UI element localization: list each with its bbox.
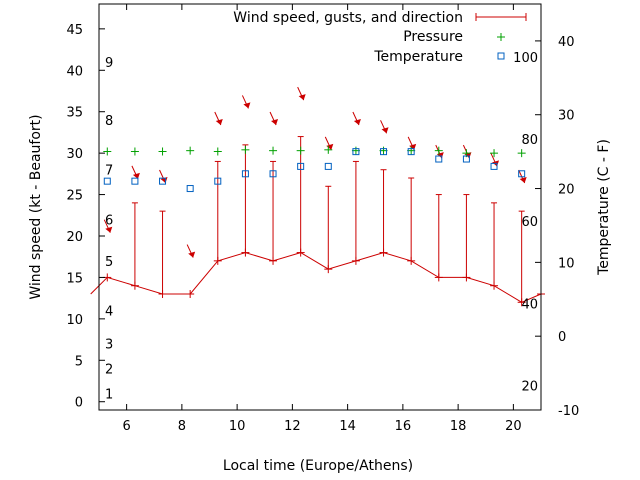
- x-tick-label: 12: [284, 419, 301, 434]
- temperature-point: [380, 148, 388, 156]
- fahrenheit-label: 60: [521, 215, 538, 230]
- wind-direction-arrowhead: [271, 119, 279, 125]
- temperature-point: [518, 170, 526, 178]
- y2-tick-label: 20: [558, 183, 575, 198]
- x-tick-label: 8: [178, 419, 186, 434]
- y2-tick-label: -10: [558, 404, 579, 419]
- wind-direction-arrowhead: [519, 177, 527, 183]
- x-tick-label: 14: [339, 419, 356, 434]
- legend-marker-temperature: [497, 52, 505, 60]
- legend: Wind speed, gusts, and direction Pressur…: [233, 10, 527, 65]
- temperature-point: [214, 177, 222, 185]
- temperature-point: [352, 148, 360, 156]
- beaufort-label: 3: [105, 338, 113, 353]
- y-tick-label: 15: [66, 271, 83, 286]
- x-tick-label: 16: [395, 419, 412, 434]
- temperature-point: [159, 177, 167, 185]
- beaufort-label: 6: [105, 213, 113, 228]
- beaufort-label: 1: [105, 387, 113, 402]
- wind-direction-arrowhead: [298, 94, 306, 101]
- temperature-point: [435, 155, 443, 163]
- x-tick-label: 20: [505, 419, 522, 434]
- beaufort-label: 2: [105, 363, 113, 378]
- wind-speed-line: [90, 252, 542, 303]
- fahrenheit-label: 40: [521, 298, 538, 313]
- y-tick-label: 30: [66, 147, 83, 162]
- temperature-point: [407, 148, 415, 156]
- axes: 6 8 10 12 14 16 18 20051015202530354045-1001020…: [66, 4, 579, 434]
- legend-label-pressure: Pressure: [403, 29, 463, 45]
- x-tick-label: 6: [122, 419, 130, 434]
- wind-direction-arrowhead: [188, 251, 196, 258]
- x-tick-label: 10: [229, 419, 246, 434]
- y2-tick-label: 10: [558, 256, 575, 271]
- y-tick-label: 0: [75, 396, 83, 411]
- plot-content: [90, 86, 545, 307]
- temperature-point: [186, 185, 194, 193]
- fahrenheit-label: 20: [521, 380, 538, 395]
- wind-direction-arrowhead: [132, 172, 140, 179]
- x-axis-label: Local time (Europe/Athens): [223, 458, 413, 474]
- wind-direction-arrowhead: [243, 102, 251, 109]
- legend-marker-pressure: [497, 33, 505, 41]
- y-tick-label: 45: [66, 23, 83, 38]
- temperature-point: [131, 177, 139, 185]
- y-axis-label: Wind speed (kt - Beaufort): [28, 114, 44, 299]
- wind-direction-arrowhead: [215, 119, 223, 125]
- y-tick-label: 10: [66, 313, 83, 328]
- temperature-point: [297, 162, 305, 170]
- legend-label-wind: Wind speed, gusts, and direction: [233, 10, 463, 26]
- y-tick-label: 25: [66, 189, 83, 204]
- temperature-point: [269, 170, 277, 178]
- y2-axis-label: Temperature (C - F): [596, 139, 612, 276]
- y-tick-label: 5: [75, 354, 83, 369]
- temperature-point: [324, 162, 332, 170]
- beaufort-label: 9: [105, 56, 113, 71]
- wind-direction-arrowhead: [326, 143, 334, 150]
- temperature-point: [490, 162, 498, 170]
- legend-label-temperature: Temperature: [373, 49, 463, 65]
- beaufort-label: 5: [105, 255, 113, 270]
- wind-direction-arrowhead: [353, 119, 361, 125]
- y-tick-label: 35: [66, 106, 83, 121]
- y2-tick-label: 40: [558, 35, 575, 50]
- temperature-point: [462, 155, 470, 163]
- y2-tick-label: 0: [558, 330, 566, 345]
- wind-direction-arrowhead: [381, 127, 389, 134]
- wind-direction-arrowhead: [105, 226, 113, 233]
- beaufort-label: 7: [105, 164, 113, 179]
- x-tick-label: 18: [450, 419, 467, 434]
- beaufort-label: 8: [105, 114, 113, 129]
- temperature-point: [241, 170, 249, 178]
- fahrenheit-label: 80: [521, 133, 538, 148]
- y-tick-label: 20: [66, 230, 83, 245]
- fahrenheit-label: 100: [513, 51, 538, 66]
- y-tick-label: 40: [66, 64, 83, 79]
- y2-tick-label: 30: [558, 109, 575, 124]
- plot-frame: [98, 3, 542, 411]
- beaufort-label: 4: [105, 305, 113, 320]
- wind-direction-arrowhead: [436, 152, 444, 159]
- temperature-point: [103, 177, 111, 185]
